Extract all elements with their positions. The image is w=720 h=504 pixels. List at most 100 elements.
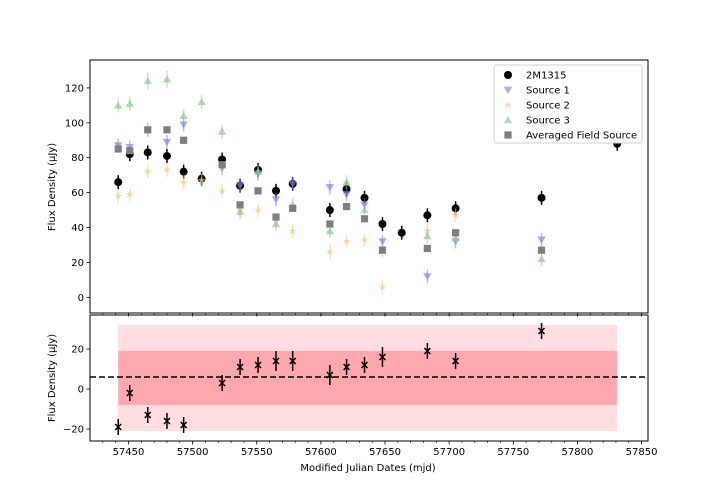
residual-point	[289, 357, 297, 365]
data-point	[378, 220, 387, 229]
y-tick-label: 60	[71, 188, 84, 199]
data-point	[272, 213, 280, 221]
data-point	[451, 233, 460, 242]
residual-point	[423, 347, 431, 355]
data-point	[378, 246, 387, 254]
data-point	[423, 211, 432, 220]
residual-point	[378, 353, 386, 361]
legend-item: 2M1315	[504, 71, 566, 82]
bottom-axes: −20 0 20 57450 57500 57550 57600 57650 57700 5775…	[63, 314, 657, 458]
data-point	[289, 204, 297, 212]
residual-point	[326, 371, 334, 379]
data-point	[143, 148, 152, 157]
series-source-2	[114, 162, 460, 294]
data-point	[378, 282, 387, 291]
data-point	[236, 201, 244, 209]
spread-band	[118, 351, 618, 405]
legend-marker	[504, 101, 512, 109]
y-tick-label: 100	[65, 118, 84, 129]
top-panel: 0 20 40 60 80 100 120 Flux Density (μJy) 2M131…	[47, 59, 649, 317]
data-point	[197, 176, 206, 184]
x-tick-label: 57500	[177, 447, 209, 458]
residual-point	[163, 417, 171, 425]
axes-frame	[89, 59, 649, 314]
residual-point	[360, 361, 369, 369]
y-tick-label: −20	[63, 425, 84, 436]
data-point	[272, 186, 280, 195]
y-tick-label: 0	[78, 385, 84, 396]
data-point	[125, 99, 134, 107]
data-point	[179, 111, 188, 120]
series-source-3	[114, 70, 546, 266]
legend-marker	[503, 116, 513, 124]
data-point	[125, 190, 134, 198]
data-point	[180, 136, 188, 144]
data-point	[143, 167, 152, 175]
y-tick-label: 80	[71, 153, 84, 164]
residual-point	[126, 389, 134, 397]
data-point	[179, 178, 188, 186]
legend-label: 2M1315	[526, 71, 566, 82]
data-point	[218, 161, 226, 169]
residual-point	[144, 411, 152, 419]
data-point	[163, 126, 171, 134]
legend-label: Source 2	[526, 101, 570, 112]
legend-label: Source 3	[526, 116, 570, 127]
residual-point	[180, 421, 188, 429]
data-point	[114, 192, 123, 200]
x-tick-label: 57600	[305, 447, 337, 458]
legend-marker	[504, 131, 512, 139]
legend-label: Source 1	[526, 86, 570, 97]
data-point	[451, 211, 460, 219]
residual-point	[218, 379, 226, 387]
x-tick-label: 57450	[113, 447, 145, 458]
axes-frame	[89, 314, 649, 442]
y-tick-label: 40	[71, 223, 84, 234]
data-point	[537, 236, 546, 244]
data-point	[271, 220, 281, 228]
data-point	[162, 151, 171, 160]
top-axes: 0 20 40 60 80 100 120	[65, 59, 649, 317]
data-point	[162, 138, 172, 147]
bottom-plot-area	[90, 325, 648, 431]
data-point	[254, 187, 262, 195]
data-point	[342, 178, 351, 186]
data-point	[162, 75, 172, 83]
bottom-data-marks	[114, 323, 546, 435]
bottom-panel: −20 0 20 57450 57500 57550 57600 57650 57700 5775…	[47, 314, 657, 474]
data-point	[217, 127, 227, 135]
data-point	[163, 165, 171, 174]
residual-point	[236, 363, 244, 371]
data-point	[537, 246, 546, 254]
data-point	[537, 193, 546, 202]
data-point	[360, 235, 369, 243]
x-axis-label: Modified Julian Dates (mjd)	[300, 463, 435, 474]
data-point	[114, 178, 123, 187]
residual-point	[343, 363, 351, 371]
legend-item: Averaged Field Source	[504, 131, 637, 142]
data-point	[423, 273, 432, 281]
data-point	[288, 180, 297, 188]
legend-marker	[503, 86, 513, 94]
y-tick-label: 20	[71, 345, 84, 356]
data-point	[342, 202, 351, 211]
residual-point	[538, 327, 546, 335]
x-tick-label: 57700	[433, 447, 465, 458]
data-point	[218, 186, 226, 195]
data-point	[342, 191, 351, 199]
data-point	[254, 206, 262, 214]
bottom-y-axis-label: Flux Density (μJy)	[47, 334, 58, 422]
x-tick-label: 57800	[562, 447, 594, 458]
data-point	[360, 215, 369, 223]
data-point	[126, 147, 134, 155]
residual-point	[114, 423, 122, 431]
data-point	[197, 97, 206, 106]
y-tick-label: 120	[65, 83, 84, 94]
residual-point	[272, 357, 280, 365]
data-point	[271, 196, 281, 204]
x-tick-label: 57750	[497, 447, 529, 458]
data-point	[423, 232, 432, 240]
legend-item: Source 3	[503, 116, 570, 127]
data-point	[325, 226, 335, 235]
top-y-axis-label: Flux Density (μJy)	[47, 143, 58, 231]
